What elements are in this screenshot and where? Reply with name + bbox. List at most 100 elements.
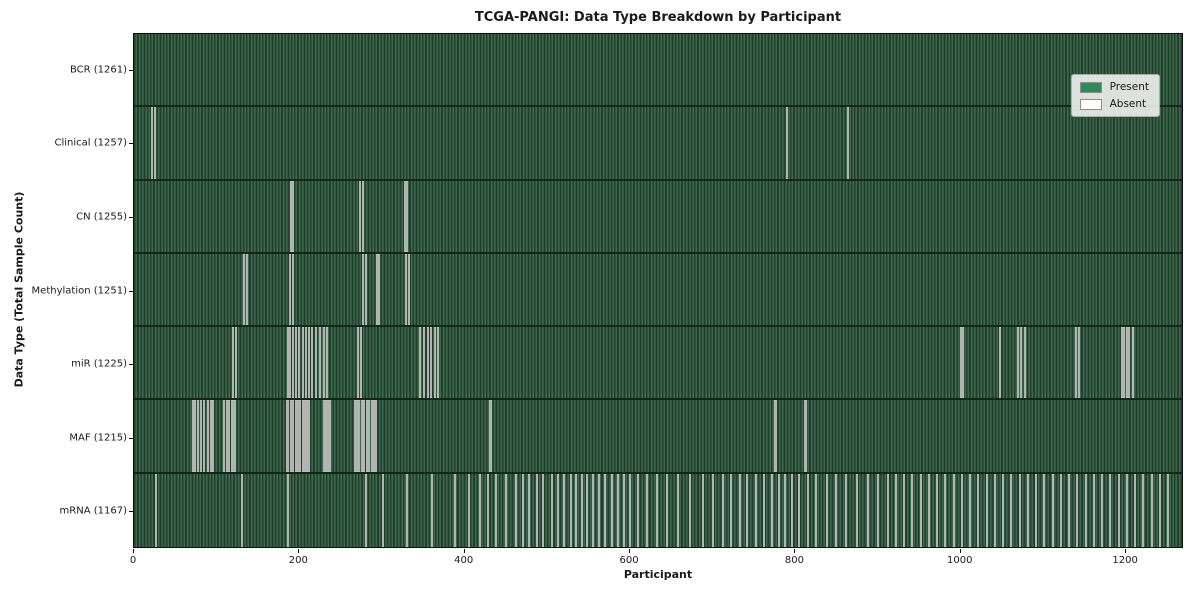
absent-mark-MAF: [355, 400, 358, 472]
absent-mark-miR: [356, 327, 359, 399]
absent-mark-MAF: [303, 400, 306, 472]
absent-mark-MAF: [289, 400, 292, 472]
absent-swatch: [1079, 98, 1102, 110]
absent-mark-MAF: [368, 400, 371, 472]
absent-mark-MAF: [353, 400, 356, 472]
y-tick-mark: [129, 143, 133, 145]
absent-mark-mRNA: [431, 473, 434, 547]
y-tick-label-miR: miR (1225): [71, 358, 127, 370]
absent-mark-mRNA: [835, 473, 838, 547]
absent-mark-mRNA: [1010, 473, 1013, 547]
absent-mark-mRNA: [365, 473, 368, 547]
absent-mark-mRNA: [666, 473, 669, 547]
absent-mark-miR: [1123, 327, 1126, 399]
absent-mark-mRNA: [711, 473, 714, 547]
absent-mark-miR: [311, 327, 314, 399]
absent-mark-MAF: [225, 400, 228, 472]
x-tick-label-400: 400: [454, 555, 474, 566]
absent-mark-mRNA: [515, 473, 518, 547]
absent-mark-mRNA: [1035, 473, 1038, 547]
absent-mark-miR: [1078, 327, 1081, 399]
absent-mark-mRNA: [894, 473, 897, 547]
absent-mark-MAF: [299, 400, 302, 472]
absent-mark-MAF: [233, 400, 236, 472]
absent-mark-mRNA: [1043, 473, 1046, 547]
absent-mark-miR: [1074, 327, 1077, 399]
row-band-BCR: [134, 34, 1182, 108]
absent-mark-mRNA: [542, 473, 545, 547]
absent-mark-mRNA: [535, 473, 538, 547]
absent-mark-mRNA: [688, 473, 691, 547]
absent-mark-CN: [361, 180, 364, 252]
absent-mark-MAF: [775, 400, 778, 472]
absent-mark-mRNA: [1167, 473, 1170, 547]
absent-mark-MAF: [228, 400, 231, 472]
absent-mark-miR: [298, 327, 301, 399]
absent-mark-mRNA: [1117, 473, 1120, 547]
y-axis-label: Data Type (Total Sample Count): [12, 191, 26, 388]
absent-mark-mRNA: [604, 473, 607, 547]
absent-mark-mRNA: [556, 473, 559, 547]
absent-mark-Methylation: [404, 253, 407, 326]
x-tick-label-600: 600: [619, 555, 639, 566]
x-tick-label-1000: 1000: [947, 555, 973, 566]
absent-mark-miR: [301, 327, 304, 399]
absent-mark-Methylation: [407, 253, 410, 326]
absent-mark-mRNA: [746, 473, 749, 547]
absent-mark-Methylation: [365, 253, 368, 326]
absent-mark-miR: [1016, 327, 1019, 399]
absent-mark-miR: [291, 327, 294, 399]
absent-mark-mRNA: [845, 473, 848, 547]
absent-mark-miR: [234, 327, 237, 399]
absent-mark-Methylation: [292, 253, 295, 326]
absent-mark-mRNA: [738, 473, 741, 547]
absent-mark-miR: [318, 327, 321, 399]
absent-mark-mRNA: [637, 473, 640, 547]
absent-mark-MAF: [324, 400, 327, 472]
absent-mark-mRNA: [1068, 473, 1071, 547]
absent-mark-MAF: [191, 400, 194, 472]
absent-mark-mRNA: [1125, 473, 1128, 547]
y-tick-label-CN: CN (1255): [76, 211, 127, 223]
absent-mark-Methylation: [378, 253, 381, 326]
absent-mark-miR: [962, 327, 965, 399]
absent-mark-MAF: [209, 400, 212, 472]
absent-mark-MAF: [230, 400, 233, 472]
absent-mark-miR: [1132, 327, 1135, 399]
absent-mark-mRNA: [985, 473, 988, 547]
absent-mark-Methylation: [246, 253, 249, 326]
row-band-mRNA: [134, 473, 1182, 547]
absent-mark-mRNA: [645, 473, 648, 547]
absent-mark-mRNA: [521, 473, 524, 547]
absent-mark-MAF: [374, 400, 377, 472]
absent-mark-miR: [308, 327, 311, 399]
absent-mark-mRNA: [1084, 473, 1087, 547]
absent-mark-mRNA: [993, 473, 996, 547]
legend-label-present: Present: [1109, 81, 1149, 93]
absent-mark-MAF: [370, 400, 373, 472]
absent-mark-mRNA: [1101, 473, 1104, 547]
absent-mark-Clinical: [153, 107, 156, 179]
absent-mark-Methylation: [375, 253, 378, 326]
y-tick-label-Methylation: Methylation (1251): [31, 285, 127, 296]
legend-label-absent: Absent: [1109, 98, 1147, 110]
absent-mark-CN: [289, 180, 292, 252]
absent-mark-miR: [436, 327, 439, 399]
absent-mark-mRNA: [591, 473, 594, 547]
absent-mark-MAF: [322, 400, 325, 472]
absent-mark-miR: [304, 327, 307, 399]
row-band-CN: [134, 180, 1182, 254]
absent-mark-mRNA: [487, 473, 490, 547]
absent-mark-mRNA: [754, 473, 757, 547]
absent-mark-MAF: [200, 400, 203, 472]
absent-mark-CN: [292, 180, 295, 252]
absent-mark-mRNA: [597, 473, 600, 547]
y-tick-mark: [129, 69, 133, 71]
absent-mark-MAF: [328, 400, 331, 472]
absent-mark-mRNA: [866, 473, 869, 547]
absent-mark-miR: [418, 327, 421, 399]
plot-area: Present Absent: [133, 33, 1183, 548]
absent-mark-miR: [430, 327, 433, 399]
absent-mark-Clinical: [785, 107, 788, 179]
